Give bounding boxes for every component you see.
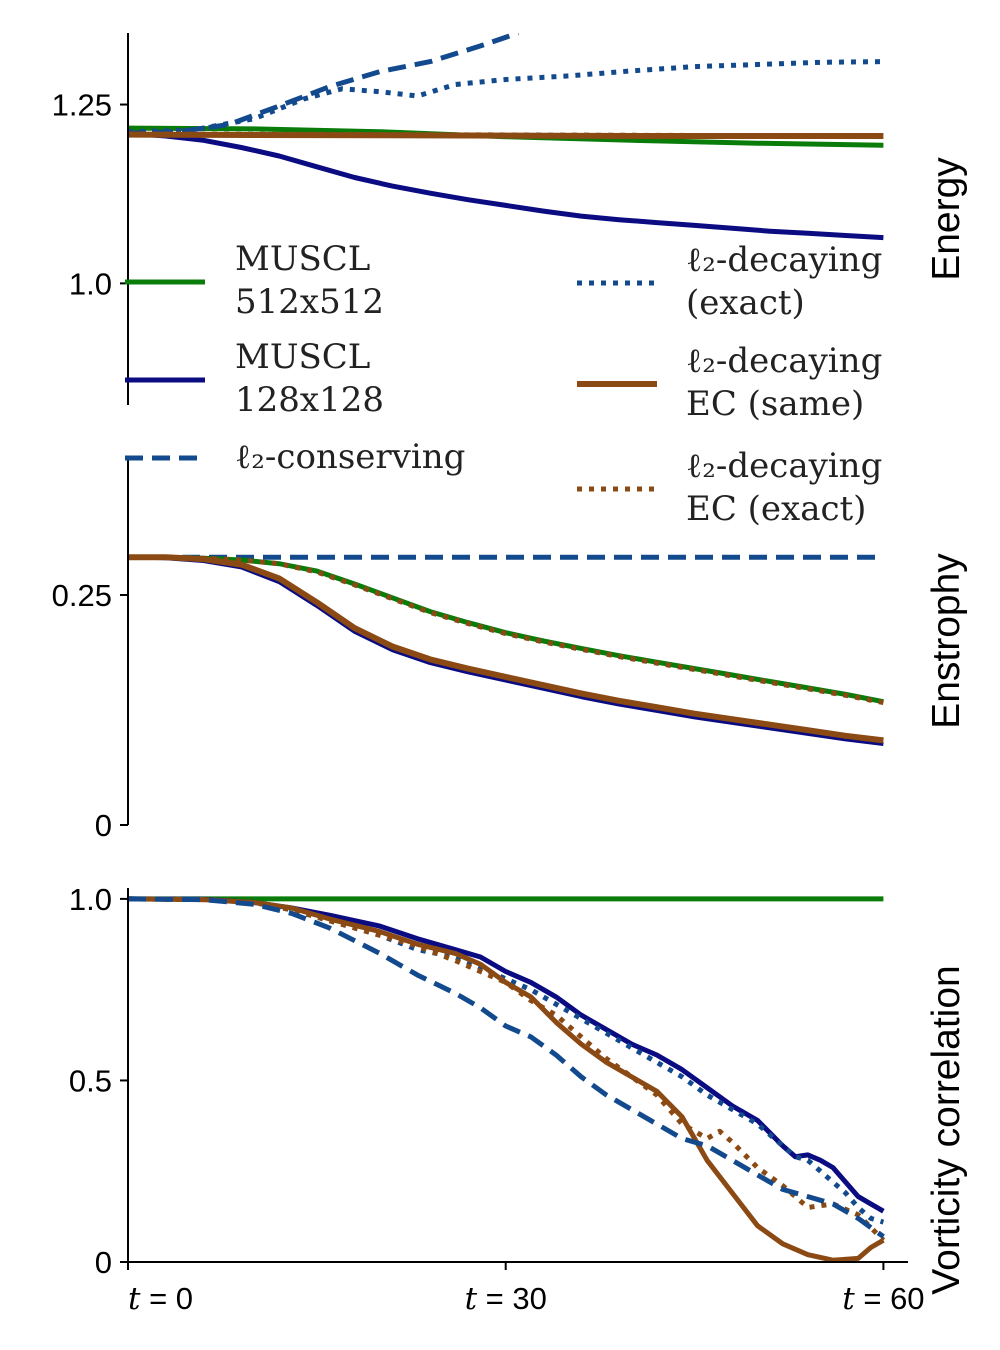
legend-entry-blue-dashed: ℓ₂-conserving bbox=[125, 437, 465, 477]
x-tick-var: t bbox=[842, 1281, 855, 1317]
series-line-blue-dashed bbox=[128, 896, 885, 1239]
y-tick-label: 0 bbox=[95, 808, 112, 843]
series-line-blue-dashed bbox=[128, 33, 520, 136]
series-line-navy bbox=[128, 130, 884, 241]
series-line-brown-solid bbox=[128, 896, 885, 1262]
y-axis-label: Vorticity correlation bbox=[925, 965, 968, 1294]
panel-2: 0 0.25 Enstrophy bbox=[52, 457, 968, 843]
panel-1: 1.0 1.25 Energy bbox=[52, 33, 968, 405]
x-tick-var: t bbox=[465, 1281, 478, 1317]
legend-label: 512x512 bbox=[235, 282, 384, 322]
series-line-blue-dotted bbox=[128, 59, 884, 135]
series-line-brown-solid bbox=[128, 131, 884, 139]
series-group bbox=[128, 896, 886, 1262]
legend-label: ℓ₂-decaying bbox=[686, 341, 882, 381]
legend-label: EC (exact) bbox=[686, 489, 866, 529]
legend-label: MUSCL bbox=[235, 239, 370, 279]
x-tick-var: t bbox=[128, 1281, 141, 1317]
y-tick-label: 1.0 bbox=[69, 266, 112, 301]
y-tick-label: 1.0 bbox=[69, 882, 112, 917]
y-tick-label: 0.25 bbox=[52, 578, 112, 613]
series-line-brown-dotted bbox=[128, 896, 886, 1242]
series-group bbox=[128, 554, 884, 746]
legend-label: EC (same) bbox=[686, 384, 864, 424]
legend-label: ℓ₂-conserving bbox=[235, 437, 465, 477]
legend-label: (exact) bbox=[686, 283, 805, 323]
y-tick-label: 0.5 bbox=[69, 1063, 112, 1098]
x-tick-label: t = 30 bbox=[465, 1281, 547, 1317]
x-tick-value: = 30 bbox=[477, 1281, 547, 1316]
legend-label: ℓ₂-decaying bbox=[686, 446, 882, 486]
x-tick-value: = 0 bbox=[140, 1281, 193, 1316]
x-tick-label: t = 60 bbox=[842, 1281, 924, 1317]
x-tick-label: t = 0 bbox=[128, 1281, 193, 1317]
series-line-brown-dotted bbox=[128, 554, 884, 706]
y-tick-label: 1.25 bbox=[52, 88, 112, 123]
y-axis-label: Energy bbox=[925, 157, 968, 281]
legend-label: ℓ₂-decaying bbox=[686, 240, 882, 280]
x-tick-value: = 60 bbox=[855, 1281, 925, 1316]
legend-entry-blue-dotted: ℓ₂-decaying(exact) bbox=[577, 240, 882, 323]
series-line-blue-dotted bbox=[128, 896, 885, 1225]
series-line-navy bbox=[128, 896, 885, 1214]
legend-label: 128x128 bbox=[235, 380, 384, 420]
series-group bbox=[128, 33, 884, 241]
series-line-navy bbox=[128, 555, 884, 746]
legend-label: MUSCL bbox=[235, 337, 370, 377]
legend: MUSCL512x512MUSCL128x128ℓ₂-conservingℓ₂-… bbox=[125, 239, 882, 529]
y-tick-label: 0 bbox=[95, 1245, 112, 1280]
series-line-brown-solid bbox=[128, 554, 884, 744]
y-axis-label: Enstrophy bbox=[925, 553, 968, 729]
